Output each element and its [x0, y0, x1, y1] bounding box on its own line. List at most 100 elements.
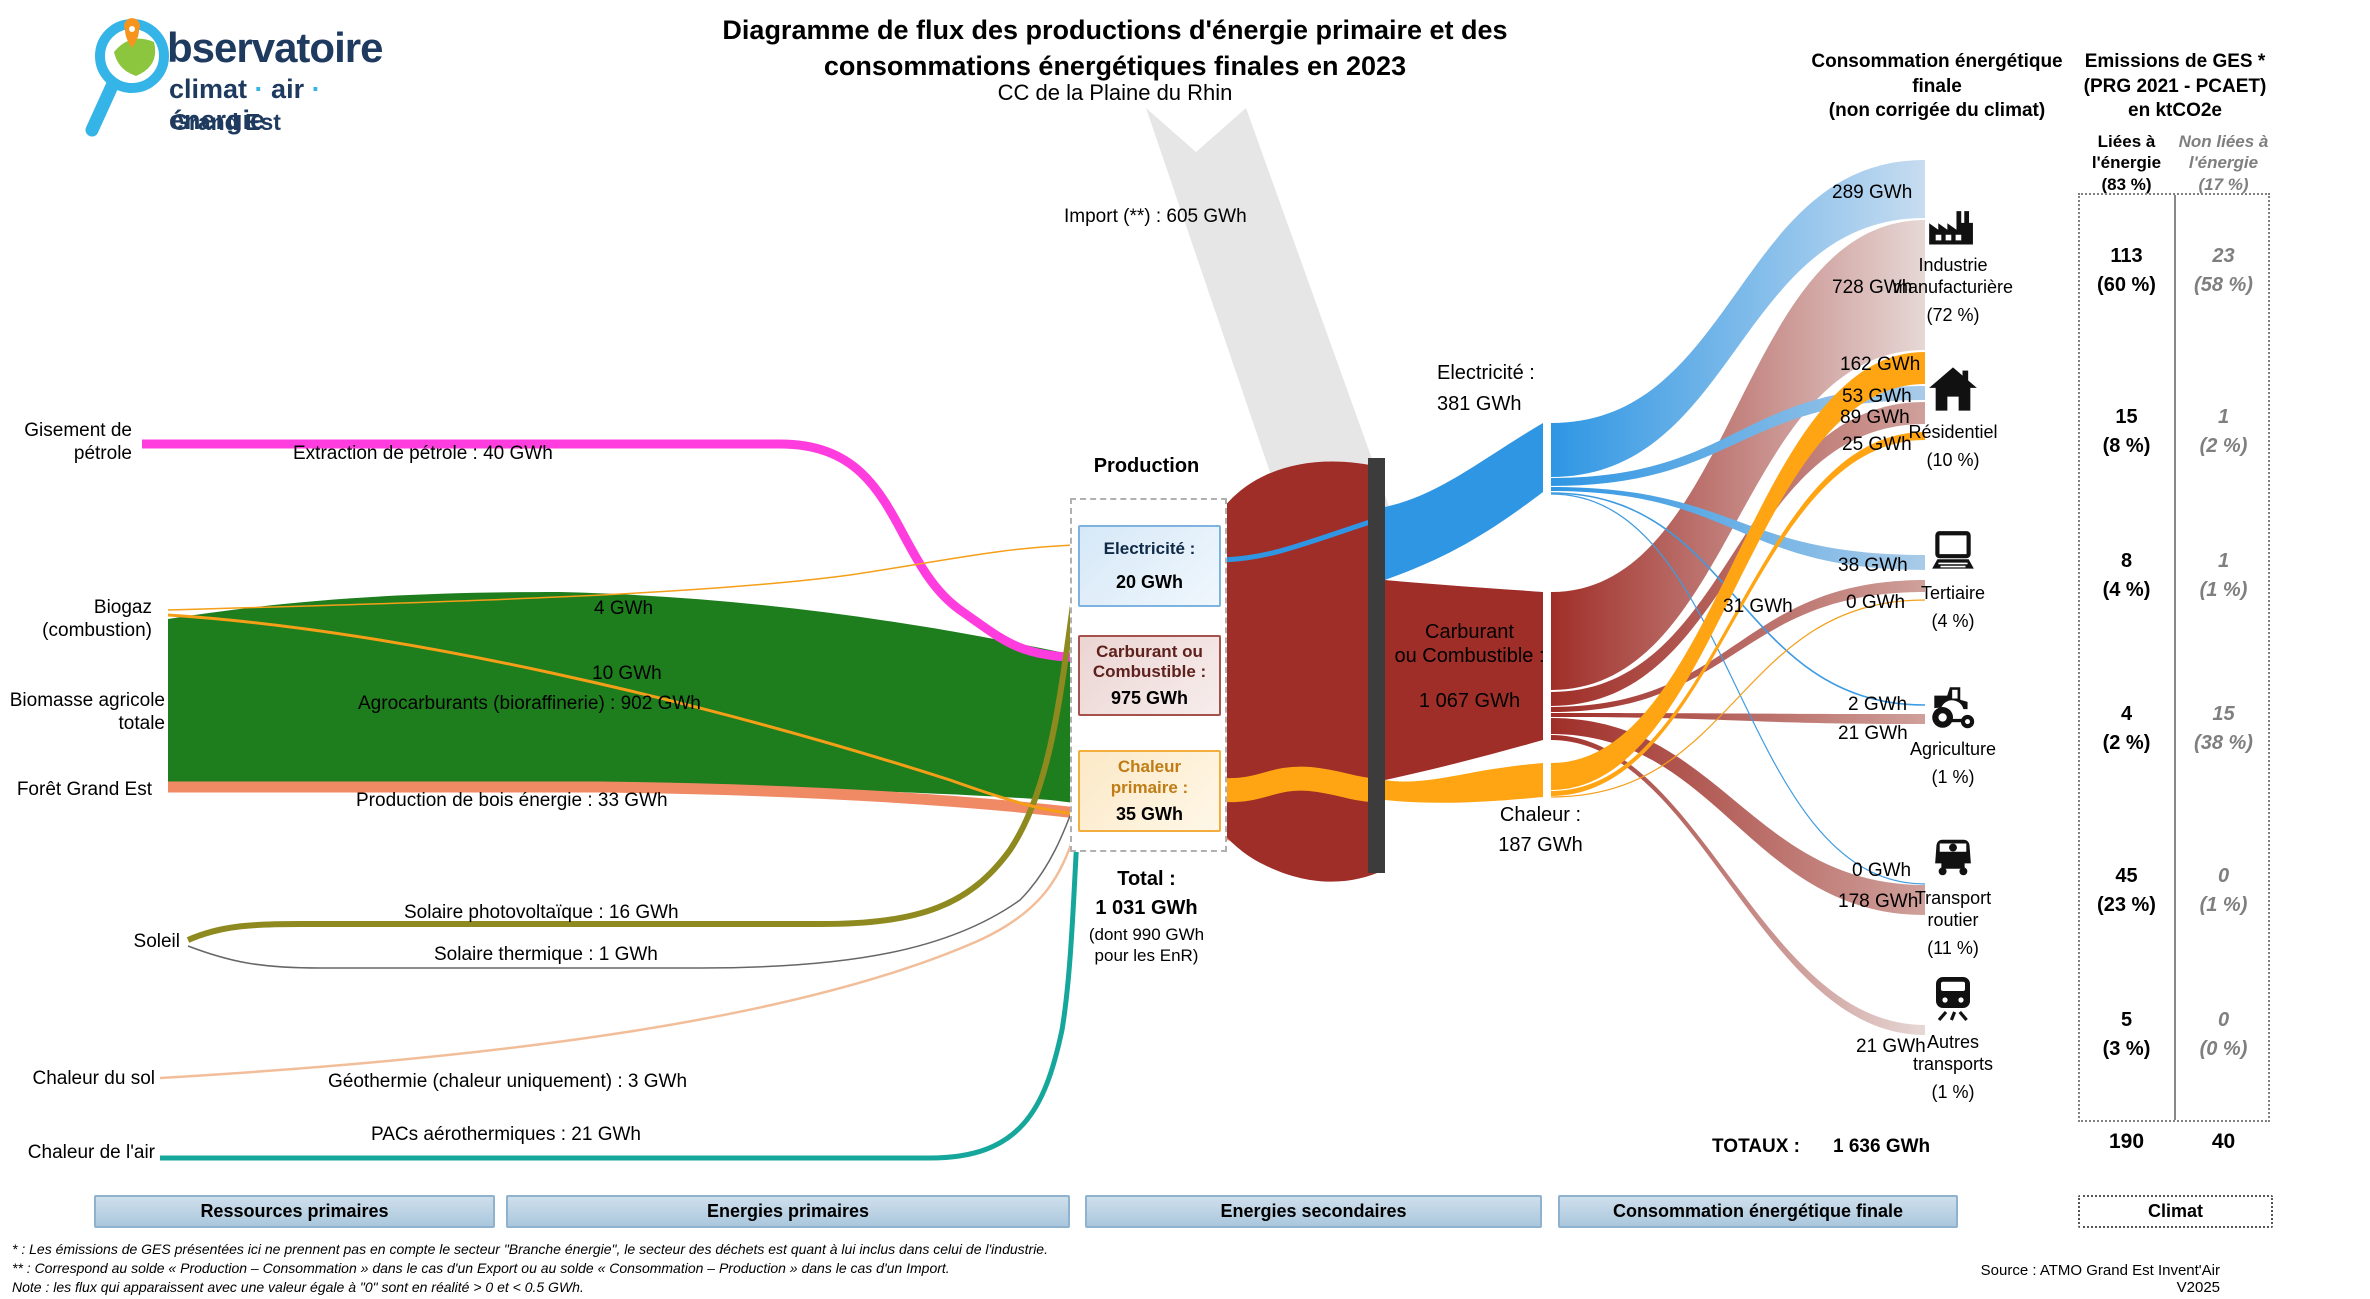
secondary-carburant-label: Carburant ou Combustible : [1394, 621, 1545, 667]
value-residentiel-carburant: 89 GWh [1840, 407, 1910, 428]
source-foret-grand-est: Forêt Grand Est [16, 779, 152, 800]
label-extraction-petrole: Extraction de pétrole : 40 GWh [293, 443, 553, 464]
logo-subline: climat · air · énergie [169, 74, 321, 135]
production-box-electricite: Electricité : 20 GWh [1078, 525, 1221, 607]
tractor-icon [1932, 687, 1975, 729]
label-pacs: PACs aérothermiques : 21 GWh [371, 1124, 641, 1145]
secondary-energy-bar [1368, 458, 1385, 873]
value-industrie-carburant: 728 GWh [1832, 277, 1913, 298]
footnote-zero: Note : les flux qui apparaissent avec un… [12, 1279, 584, 1295]
emissions-table-divider [2174, 195, 2176, 1120]
fan-chaleur-residentiel-25 [1551, 432, 1925, 796]
sector-industrie: Industrie manufacturière (72 %) [1880, 203, 2026, 326]
sector-transport-routier: Transport routier (11 %) [1880, 826, 2026, 959]
production-box-carburant: Carburant ou Combustible : 975 GWh [1078, 635, 1221, 716]
value-tertiaire-chaleur: 0 GWh [1846, 592, 1906, 613]
production-box-carburant-value: 975 GWh [1110, 687, 1189, 708]
train-icon [1936, 977, 1970, 1022]
label-biogaz-elec-4: 4 GWh [594, 598, 654, 619]
production-box-electricite-value: 20 GWh [1115, 571, 1183, 592]
production-title: Production [1093, 455, 1200, 477]
logo-observatoire: bservatoire climat · air · énergie Grand… [70, 8, 390, 148]
sector-agriculture: Agriculture (1 %) [1880, 681, 2026, 788]
label-geothermie: Géothermie (chaleur uniquement) : 3 GWh [328, 1071, 688, 1092]
fan-carburant-transport-178 [1551, 718, 1925, 915]
category-energies-primaires: Energies primaires [506, 1195, 1070, 1228]
fan-chaleur-industrie-162 [1551, 352, 1925, 790]
category-energies-secondaires: Energies secondaires [1085, 1195, 1542, 1228]
production-box-chaleur-value: 35 GWh [1115, 803, 1183, 824]
category-energies-primaires-label: Energies primaires [706, 1201, 870, 1221]
production-total-value: 1 031 GWh [1095, 897, 1198, 919]
emissions-transport-energy: 45 (23 %) [2097, 865, 2156, 916]
sector-autres-pct: (1 %) [1931, 1081, 1975, 1102]
production-box-chaleur: Chaleur primaire : 35 GWh [1078, 750, 1221, 832]
value-tertiaire-carburant: 31 GWh [1723, 596, 1793, 617]
sector-residentiel-pct: (10 %) [1926, 449, 1980, 470]
flow-extraction-petrole [142, 439, 1240, 663]
production-box-electricite-title: Electricité : [1103, 539, 1196, 559]
fan-carburant-industrie-728 [1551, 220, 1925, 690]
emissions-col-energy-header: Liées à l'énergie (83 %) [2091, 132, 2162, 194]
production-box-chaleur-title: Chaleur primaire : [1110, 757, 1189, 797]
emissions-tertiaire-energy: 8 (4 %) [2102, 550, 2151, 601]
footnote-ges: * : Les émissions de GES présentées ici … [12, 1241, 1048, 1257]
production-box-carburant-title: Carburant ou Combustible : [1092, 642, 1207, 682]
band-chaleur-187 [1385, 763, 1543, 803]
sector-industrie-pct: (72 %) [1926, 304, 1980, 325]
source-soleil: Soleil [133, 931, 180, 952]
logo-word-energie: énergie [169, 105, 266, 135]
flow-biogaz-elec [167, 544, 1076, 611]
sector-agriculture-name: Agriculture [1909, 739, 1997, 759]
category-climat: Climat [2078, 1195, 2273, 1228]
page-title: Diagramme de flux des productions d'éner… [722, 15, 1508, 82]
value-tertiaire-elec: 38 GWh [1838, 555, 1908, 576]
emissions-agriculture-non-energy: 15 (38 %) [2194, 703, 2253, 754]
value-residentiel-elec: 53 GWh [1842, 386, 1912, 407]
source-chaleur-du-sol: Chaleur du sol [32, 1068, 155, 1089]
sector-tertiaire: Tertiaire (4 %) [1880, 529, 2026, 632]
source-biomasse-agricole: Biomasse agricole totale [9, 690, 165, 734]
emissions-table-box [2078, 193, 2270, 1122]
value-industrie-chaleur: 162 GWh [1840, 354, 1921, 375]
flow-geothermie [159, 829, 1078, 1080]
fan-chaleur-tertiaire-0 [1550, 599, 1926, 798]
logo-word-air: air [271, 74, 305, 104]
flow-prod-elec-line [1222, 519, 1371, 563]
emissions-autres-energy: 5 (3 %) [2102, 1009, 2151, 1060]
fan-elec-agriculture-2 [1550, 492, 1926, 706]
logo-word-climat: climat [169, 74, 248, 104]
label-solaire-thermique: Solaire thermique : 1 GWh [434, 944, 658, 965]
emissions-total-energy: 190 [2108, 1130, 2145, 1153]
car-icon [1935, 839, 1971, 876]
emissions-residentiel-energy: 15 (8 %) [2102, 406, 2151, 457]
emissions-tertiaire-non-energy: 1 (1 %) [2199, 550, 2248, 601]
flow-solaire-pv [186, 589, 1078, 943]
sector-tertiaire-name: Tertiaire [1920, 583, 1986, 603]
sector-autres-transports: Autres transports (1 %) [1880, 974, 2026, 1103]
fan-carburant-tertiaire-31 [1551, 580, 1925, 712]
label-agrocarburants: Agrocarburants (bioraffinerie) : 902 GWh [358, 693, 701, 714]
value-residentiel-chaleur: 25 GWh [1842, 434, 1912, 455]
consumption-header: Consommation énergétique finale (non cor… [1811, 51, 2063, 122]
logo-word: bservatoire [167, 24, 383, 71]
totaux-value: 1 636 GWh [1833, 1136, 1931, 1157]
page-subtitle: CC de la Plaine du Rhin [997, 80, 1233, 105]
emissions-residentiel-non-energy: 1 (2 %) [2199, 406, 2248, 457]
fan-elec-tertiaire-38 [1551, 487, 1925, 570]
emissions-industrie-non-energy: 23 (58 %) [2194, 245, 2253, 296]
label-biogaz-chaleur-10: 10 GWh [592, 663, 662, 684]
secondary-carburant-value: 1 067 GWh [1418, 690, 1521, 712]
value-agriculture-carburant: 21 GWh [1838, 723, 1908, 744]
sector-agriculture-pct: (1 %) [1931, 766, 1975, 787]
sector-residentiel-name: Résidentiel [1908, 422, 1998, 442]
sector-transport-pct: (11 %) [1927, 937, 1979, 958]
value-transport-elec: 0 GWh [1852, 860, 1912, 881]
sector-residentiel: Résidentiel (10 %) [1880, 364, 2026, 471]
emissions-transport-non-energy: 0 (1 %) [2199, 865, 2248, 916]
factory-icon [1929, 211, 1973, 245]
category-ressources-primaires: Ressources primaires [94, 1195, 495, 1228]
category-consommation-finale: Consommation énergétique finale [1558, 1195, 1958, 1228]
source-gisement-petrole: Gisement de pétrole [24, 420, 132, 464]
